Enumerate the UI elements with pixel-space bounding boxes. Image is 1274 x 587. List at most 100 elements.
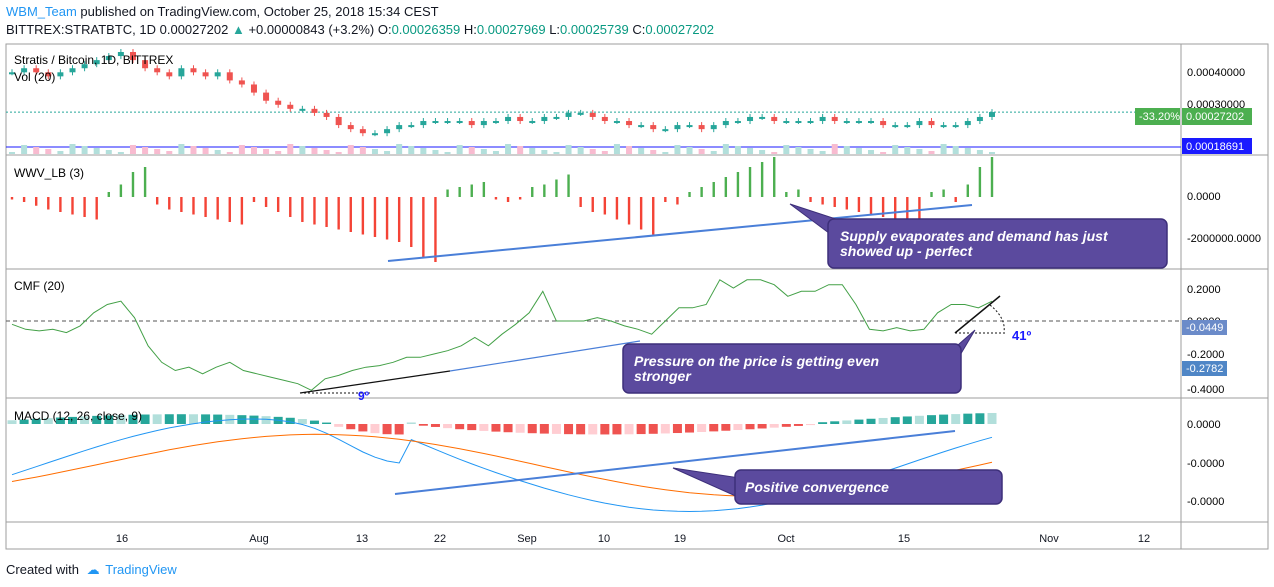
macd-histogram-bar [612,424,622,435]
wwv-bar [748,167,752,197]
cmf-badge1: -0.0449 [1186,322,1223,334]
candle [480,121,487,126]
wwv-bar [95,197,98,220]
wwv-bar [10,197,14,200]
candle [541,116,548,122]
wwv-bar [700,187,703,197]
macd-histogram-bar [745,424,755,430]
pct-badge-bg [1135,108,1180,125]
wwv-bar [809,197,812,202]
cmf-callout-line2: stronger [634,368,692,384]
volume-bar [638,148,645,154]
wwv-bar [531,187,534,197]
macd-histogram-bar [769,424,779,428]
wwv-callout-line2: showed up - perfect [840,243,974,259]
wwv-bar [204,197,207,217]
tradingview-link[interactable]: TradingView [105,562,177,577]
macd-histogram-bar [467,424,477,431]
cmf-trend-black-2 [954,295,1001,334]
wwv-tick-1: -2000000.0000 [1187,233,1261,245]
wwv-bar [410,197,413,247]
volume-bar [904,147,911,154]
angle-41-label: 41º [1012,328,1031,343]
wwv-bar [579,197,582,207]
candle [226,72,233,81]
volume-bar [444,152,451,154]
macd-histogram-bar [697,424,707,432]
wwv-bar [954,197,957,202]
wwv-bar [821,197,824,205]
wwv-bar [252,197,256,202]
volume-bar [299,146,306,154]
candle [190,68,197,73]
wwv-bar [676,197,679,205]
candle [880,121,887,126]
macd-histogram-bar [297,419,307,424]
volume-bar [93,148,100,154]
macd-histogram-bar [927,415,937,424]
cmf-badge1-bg [1182,320,1227,335]
candle [928,121,935,126]
wwv-bar [712,182,715,197]
macd-histogram-bar [636,424,646,435]
wwv-callout-box[interactable] [827,218,1168,269]
volume-bar [142,147,149,154]
volume-bar [541,150,548,154]
macd-histogram-bar [588,424,598,435]
candle [33,68,40,73]
volume-bar [33,147,40,154]
wwv-bar [470,184,473,197]
candle [178,68,185,77]
candle [408,125,415,128]
x-tick-label: Nov [1039,533,1059,545]
volume-bar [432,150,439,154]
macd-histogram-bar [309,420,319,424]
x-axis: 16 Aug 13 22 Sep 10 19 Oct 15 Nov 12 [116,533,1150,545]
candle [420,121,427,126]
author-link[interactable]: WBM_Team [6,4,77,19]
volume-bar [843,146,850,154]
wwv-bar [506,197,510,202]
wwv-bar [276,197,280,212]
wwv-bar [422,197,425,257]
macd-histogram-bar [721,424,731,431]
macd-callout-box[interactable] [734,469,1003,505]
tradingview-logo-icon[interactable]: ☁ [86,562,100,577]
volume-bar [45,149,52,154]
volume-bar [384,151,391,154]
wwv-pane[interactable] [10,157,994,262]
macd-histogram-bar [406,422,416,424]
wwv-bar [652,197,655,235]
candle [214,72,221,77]
macd-histogram-bar [164,414,174,424]
candle [347,125,354,130]
wwv-bar [107,192,110,197]
volume-bar [880,152,887,154]
price-pane[interactable] [6,49,1181,154]
macd-histogram-bar [793,424,803,426]
candle [505,116,512,122]
macd-histogram-bar [818,422,828,424]
candle [93,60,100,65]
volume-bar [347,145,354,154]
wwv-bar [688,192,691,197]
high-label: H: [463,22,477,37]
open-label: O: [377,22,392,37]
macd-histogram-bar [624,424,634,435]
macd-histogram-bar [672,424,682,434]
volume-bar [263,149,270,154]
cmf-callout-box[interactable] [622,343,962,394]
macd-histogram-bar [430,424,440,427]
price-change: +0.00000843 (+3.2%) [248,22,375,37]
macd-histogram-bar [781,424,791,427]
wwv-bar [869,197,873,215]
candle [299,108,306,111]
x-tick-label: Oct [777,533,794,545]
volume-bar [311,148,318,154]
cmf-pane[interactable] [6,279,1181,394]
annotations[interactable]: Supply evaporates and demand has just sh… [358,203,1168,505]
x-tick-label: 12 [1138,533,1150,545]
last-price: 0.00027202 [159,22,229,37]
wwv-bar [313,197,316,225]
